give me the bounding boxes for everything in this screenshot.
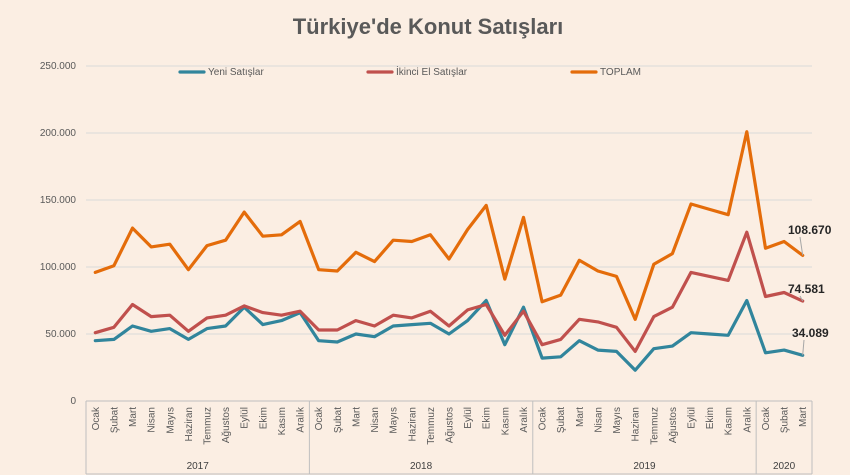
year-label: 2018 bbox=[410, 461, 433, 472]
x-tick-label: Kasım bbox=[500, 407, 511, 435]
year-label: 2020 bbox=[773, 461, 796, 472]
legend-label: İkinci El Satışlar bbox=[396, 65, 468, 78]
y-tick-label: 50.000 bbox=[45, 329, 76, 340]
x-tick-label: Eylül bbox=[240, 407, 251, 429]
label-leader-line bbox=[802, 339, 805, 356]
y-tick-label: 200.000 bbox=[40, 128, 77, 139]
data-labels: 108.670 74.581 34.089 bbox=[788, 223, 832, 356]
x-tick-label: Ocak bbox=[538, 406, 549, 430]
data-label: 108.670 bbox=[788, 223, 832, 237]
x-tick-label: Ekim bbox=[482, 407, 493, 429]
y-tick-label: 250.000 bbox=[40, 61, 77, 72]
data-label: 34.089 bbox=[792, 326, 829, 340]
series-line bbox=[93, 130, 805, 321]
x-tick-label: Temmuz bbox=[649, 407, 660, 445]
x-tick-label: Kasım bbox=[277, 407, 288, 435]
label-leader-line bbox=[799, 236, 804, 256]
legend-label: Yeni Satışlar bbox=[208, 67, 264, 78]
x-tick-label: Aralık bbox=[742, 406, 753, 433]
x-tick-label: Mayıs bbox=[612, 407, 623, 434]
x-tick-label: Mayıs bbox=[165, 407, 176, 434]
x-tick-label: Mart bbox=[575, 407, 586, 427]
y-tick-label: 100.000 bbox=[40, 262, 77, 273]
x-tick-label: Haziran bbox=[407, 407, 418, 441]
x-tick-label: Mart bbox=[351, 407, 362, 427]
x-tick-label: Şubat bbox=[556, 407, 567, 433]
x-tick-label: Aralık bbox=[296, 406, 307, 433]
x-tick-label: Haziran bbox=[631, 407, 642, 441]
x-tick-label: Ağustos bbox=[445, 407, 456, 443]
x-tick-label: Temmuz bbox=[426, 407, 437, 445]
chart-title: Türkiye'de Konut Satışları bbox=[293, 14, 564, 39]
x-tick-label: Eylül bbox=[463, 407, 474, 429]
series-line bbox=[93, 230, 805, 353]
x-tick-label: Eylül bbox=[687, 407, 698, 429]
data-label: 74.581 bbox=[788, 282, 825, 296]
x-tick-label: Ocak bbox=[91, 406, 102, 430]
x-tick-label: Mart bbox=[798, 407, 809, 427]
x-tick-label: Ocak bbox=[761, 406, 772, 430]
series-lines bbox=[93, 130, 805, 372]
x-tick-label: Ocak bbox=[314, 406, 325, 430]
x-tick-label: Şubat bbox=[333, 407, 344, 433]
x-tick-label: Şubat bbox=[109, 407, 120, 433]
label-leader-line bbox=[799, 295, 804, 302]
x-tick-label: Ekim bbox=[705, 407, 716, 429]
y-tick-label: 0 bbox=[70, 396, 76, 407]
x-tick-label: Aralık bbox=[519, 406, 530, 433]
year-label: 2019 bbox=[633, 461, 656, 472]
legend: Yeni Satışlar İkinci El Satışlar TOPLAM bbox=[178, 65, 641, 78]
legend-label: TOPLAM bbox=[600, 67, 641, 78]
x-tick-label: Şubat bbox=[780, 407, 791, 433]
x-tick-label: Nisan bbox=[593, 407, 604, 433]
gridlines bbox=[86, 65, 812, 335]
series-line bbox=[93, 298, 805, 372]
x-tick-label: Nisan bbox=[370, 407, 381, 433]
x-tick-label: Temmuz bbox=[203, 407, 214, 445]
x-tick-label: Ekim bbox=[258, 407, 269, 429]
x-tick-label: Mayıs bbox=[389, 407, 400, 434]
x-tick-label: Kasım bbox=[724, 407, 735, 435]
y-tick-label: 150.000 bbox=[40, 195, 77, 206]
axes: 0 50.000 100.000 150.000 200.000 250.000 Ocak Ş… bbox=[40, 61, 813, 475]
x-tick-label: Ağustos bbox=[221, 407, 232, 443]
x-tick-label: Mart bbox=[128, 407, 139, 427]
year-label: 2017 bbox=[187, 461, 210, 472]
x-tick-label: Ağustos bbox=[668, 407, 679, 443]
x-tick-label: Haziran bbox=[184, 407, 195, 441]
x-tick-label: Nisan bbox=[147, 407, 158, 433]
